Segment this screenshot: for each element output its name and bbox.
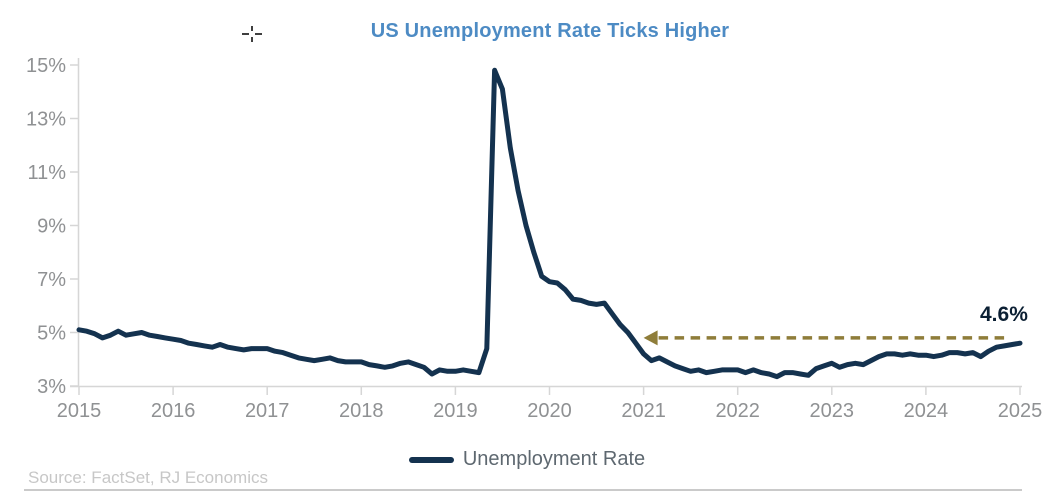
- cursor-dash-top: [251, 26, 253, 31]
- chart-title: US Unemployment Rate Ticks Higher: [370, 20, 730, 42]
- y-tick-label: 5%: [37, 323, 66, 345]
- x-tick-label: 2020: [527, 400, 572, 422]
- y-tick-label: 13%: [26, 109, 66, 131]
- y-tick-label: 3%: [37, 376, 66, 398]
- x-tick-label: 2016: [151, 400, 196, 422]
- chart-legend: Unemployment Rate: [0, 448, 1054, 471]
- x-tick-label: 2024: [904, 400, 949, 422]
- cursor-dash-right: [255, 33, 262, 35]
- y-tick-label: 15%: [26, 55, 66, 77]
- source-note: Source: FactSet, RJ Economics: [28, 468, 268, 487]
- y-tick-label: 11%: [27, 162, 66, 184]
- x-tick-label: 2019: [433, 400, 478, 422]
- x-tick-label: 2022: [715, 400, 760, 422]
- cursor-dash-left: [242, 33, 249, 35]
- annotation-arrowhead-icon: [643, 330, 658, 346]
- y-tick-label: 9%: [37, 216, 66, 238]
- x-tick-label: 2018: [339, 400, 384, 422]
- legend-line-swatch-icon: [408, 456, 454, 463]
- unemployment-rate-line: [76, 67, 1023, 380]
- y-tick-label: 7%: [37, 269, 66, 291]
- legend-series-label: Unemployment Rate: [462, 448, 646, 470]
- cursor-crosshair-icon: [242, 26, 262, 42]
- bottom-divider-line: [24, 489, 1022, 491]
- x-tick-label: 2025: [998, 400, 1043, 422]
- annotation-value-label: 4.6%: [980, 303, 1028, 326]
- x-tick-label: 2017: [245, 400, 290, 422]
- x-tick-label: 2015: [57, 400, 102, 422]
- x-tick-label: 2021: [621, 400, 666, 422]
- x-tick-label: 2023: [810, 400, 855, 422]
- cursor-dash-bottom: [251, 37, 253, 42]
